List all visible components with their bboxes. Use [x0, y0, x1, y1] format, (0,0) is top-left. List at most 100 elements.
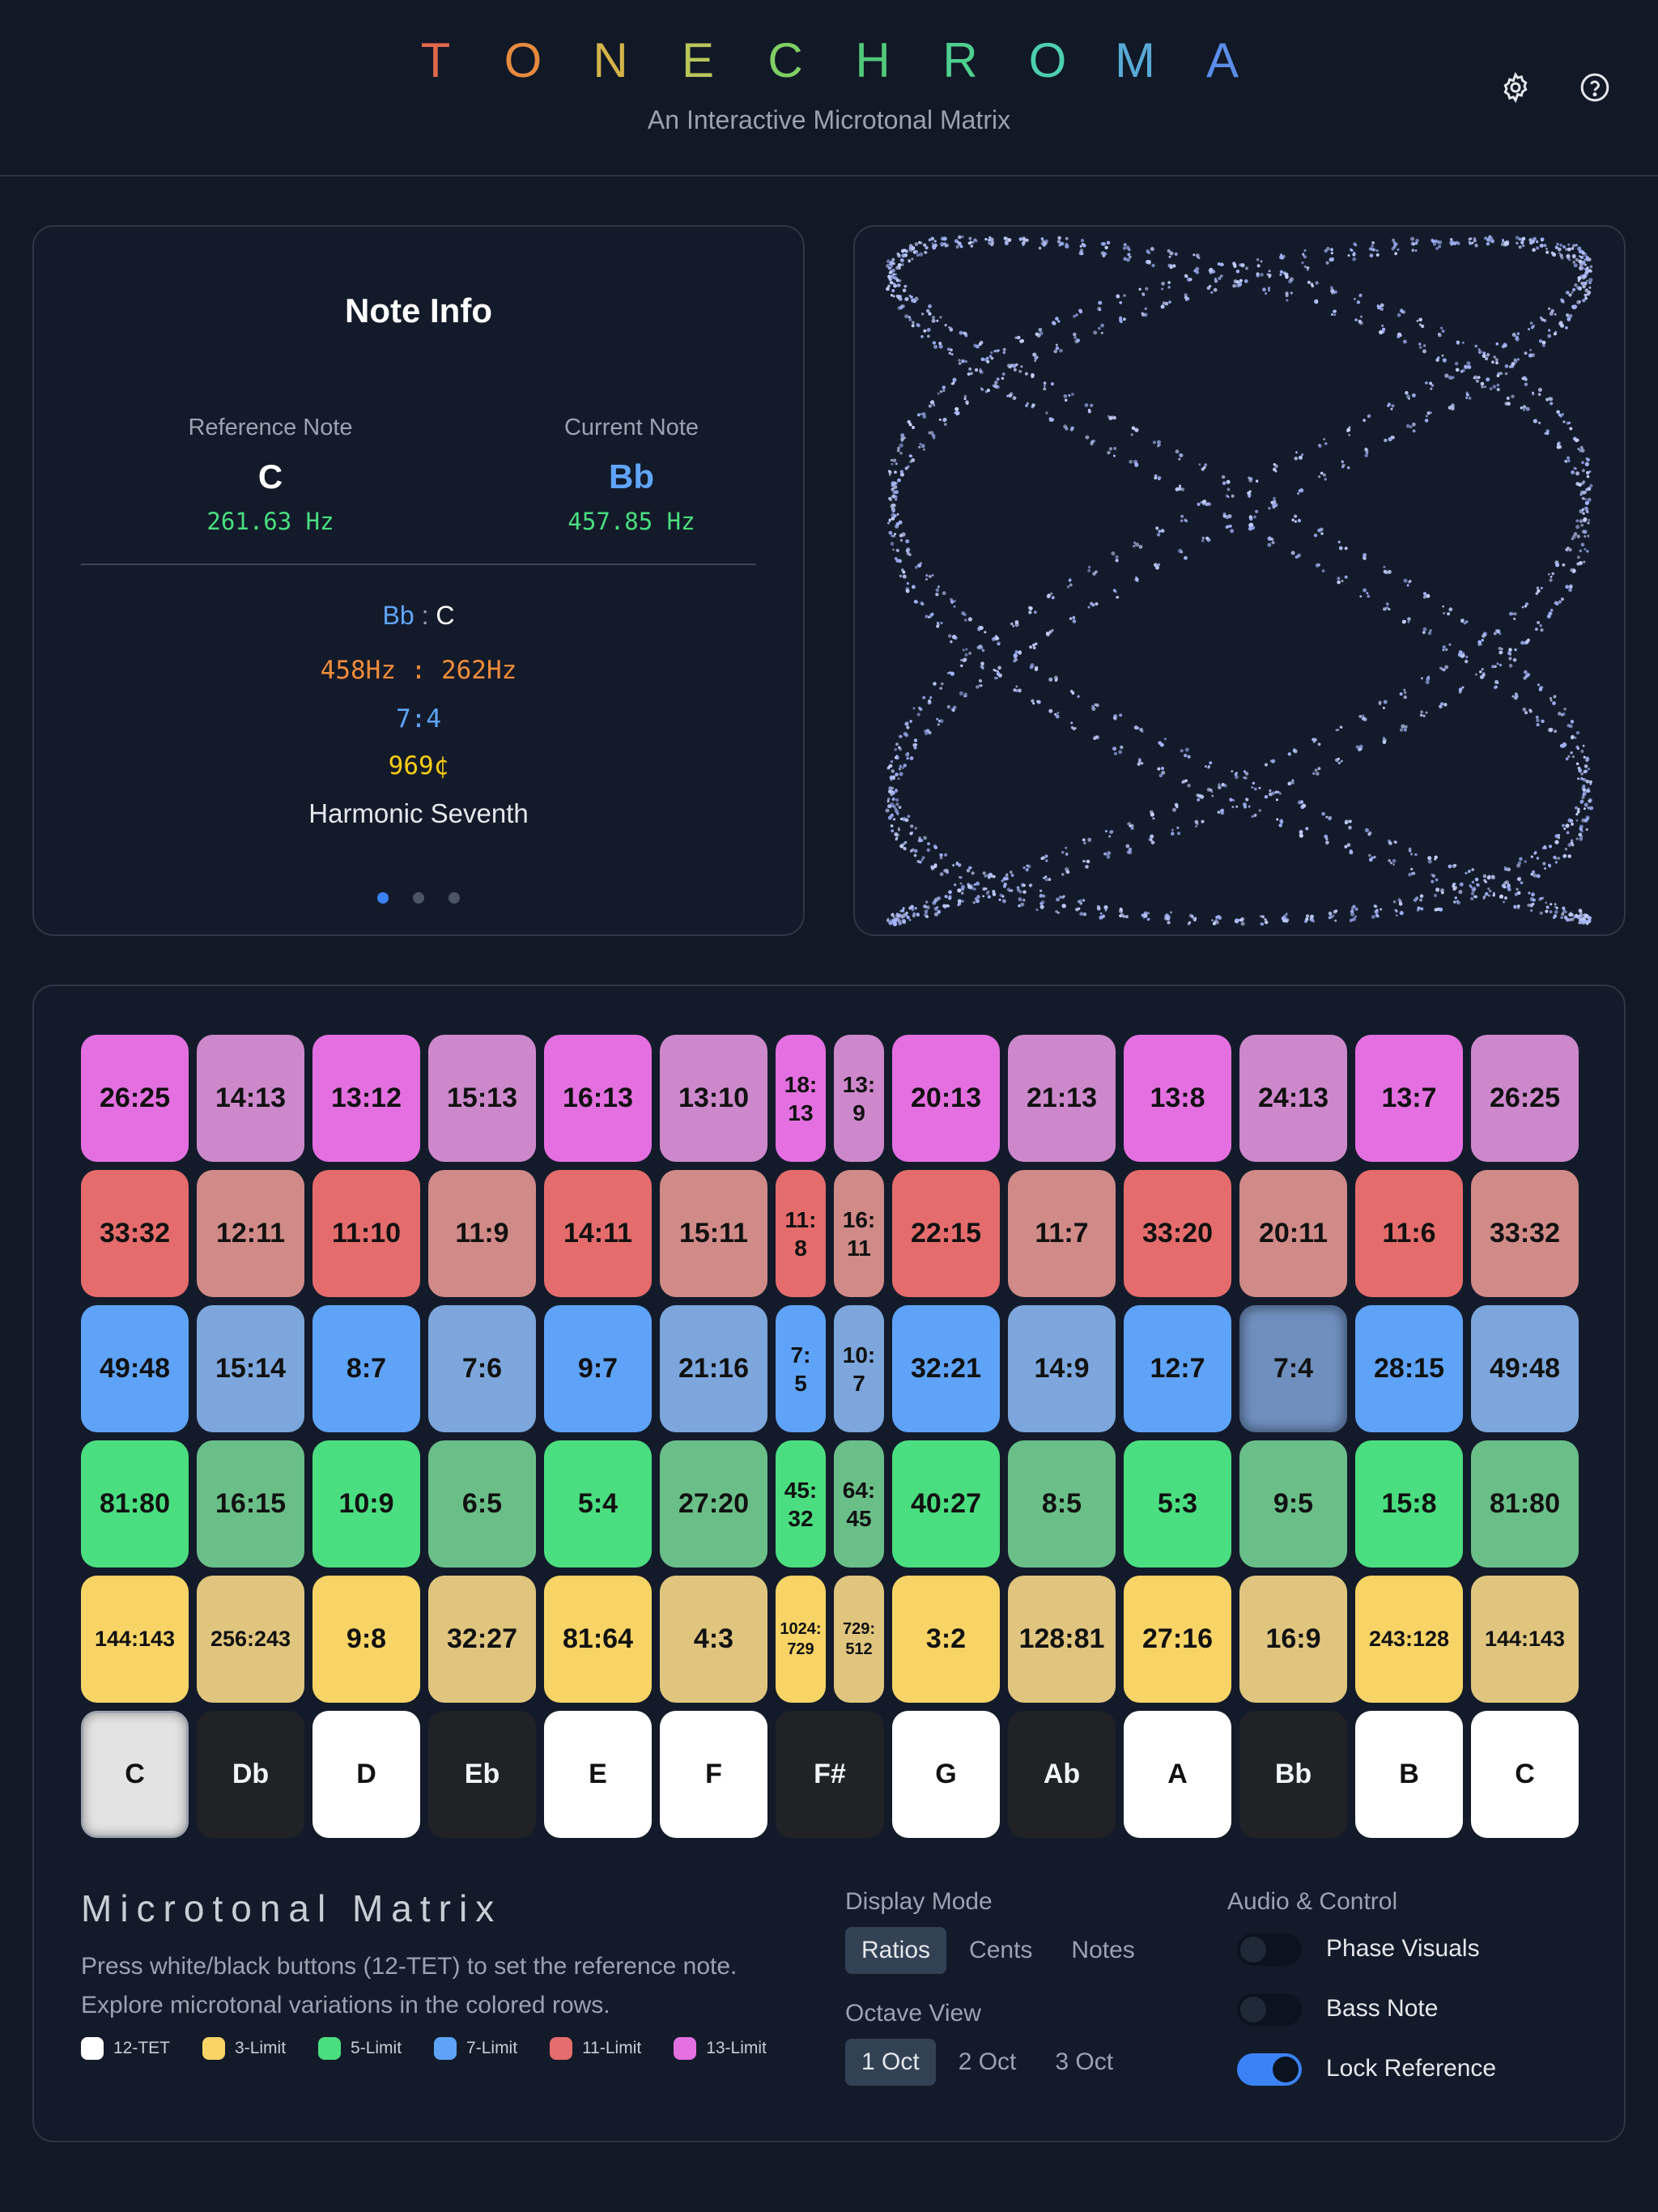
key-ab[interactable]: Ab: [1008, 1711, 1116, 1838]
octave-3-oct[interactable]: 3 Oct: [1055, 2048, 1114, 2075]
ratio-cell[interactable]: 9:7: [544, 1305, 652, 1432]
ratio-cell[interactable]: 11:9: [428, 1170, 536, 1297]
ratio-cell[interactable]: 81:80: [1471, 1440, 1579, 1568]
display-mode-notes[interactable]: Notes: [1071, 1937, 1135, 1963]
ratio-cell[interactable]: 11:10: [312, 1170, 420, 1297]
ratio-cell[interactable]: 45: 32: [776, 1440, 826, 1568]
ratio-cell[interactable]: 13:8: [1124, 1035, 1231, 1162]
ratio-cell[interactable]: 7: 5: [776, 1305, 826, 1432]
key-d[interactable]: D: [312, 1711, 420, 1838]
page-dot[interactable]: [413, 892, 424, 904]
page-dot[interactable]: [449, 892, 460, 904]
bass-note-toggle[interactable]: [1237, 1993, 1302, 2026]
ratio-cell[interactable]: 33:32: [81, 1170, 189, 1297]
key-db[interactable]: Db: [197, 1711, 304, 1838]
ratio-cell[interactable]: 144:143: [1471, 1576, 1579, 1703]
ratio-cell[interactable]: 33:32: [1471, 1170, 1579, 1297]
ratio-cell[interactable]: 16: 11: [834, 1170, 884, 1297]
display-mode-ratios[interactable]: Ratios: [845, 1927, 947, 1974]
ratio-cell[interactable]: 40:27: [892, 1440, 1000, 1568]
ratio-cell[interactable]: 64: 45: [834, 1440, 884, 1568]
ratio-cell[interactable]: 13:12: [312, 1035, 420, 1162]
ratio-cell[interactable]: 13:10: [660, 1035, 767, 1162]
ratio-cell[interactable]: 9:8: [312, 1576, 420, 1703]
ratio-cell[interactable]: 243:128: [1355, 1576, 1463, 1703]
ratio-cell[interactable]: 49:48: [1471, 1305, 1579, 1432]
ratio-cell[interactable]: 8:5: [1008, 1440, 1116, 1568]
ratio-cell[interactable]: 32:27: [428, 1576, 536, 1703]
octave-2-oct[interactable]: 2 Oct: [958, 2048, 1017, 2075]
page-dot[interactable]: [377, 892, 389, 904]
ratio-cell[interactable]: 18: 13: [776, 1035, 826, 1162]
ratio-cell[interactable]: 14:13: [197, 1035, 304, 1162]
ratio-cell[interactable]: 7:4: [1239, 1305, 1347, 1432]
ratio-cell[interactable]: 16:13: [544, 1035, 652, 1162]
ratio-cell[interactable]: 11: 8: [776, 1170, 826, 1297]
ratio-cell[interactable]: 28:15: [1355, 1305, 1463, 1432]
key-e[interactable]: E: [544, 1711, 652, 1838]
key-a[interactable]: A: [1124, 1711, 1231, 1838]
ratio-cell[interactable]: 33:20: [1124, 1170, 1231, 1297]
ratio-cell[interactable]: 27:20: [660, 1440, 767, 1568]
ratio-cell[interactable]: 8:7: [312, 1305, 420, 1432]
toggle-label: Lock Reference: [1326, 2055, 1497, 2082]
key-g[interactable]: G: [892, 1711, 1000, 1838]
ratio-cell[interactable]: 13: 9: [834, 1035, 884, 1162]
octave-view-selector: 1 Oct 2 Oct 3 Oct: [845, 2039, 1136, 2086]
ratio-cell[interactable]: 10:9: [312, 1440, 420, 1568]
ratio-cell[interactable]: 729: 512: [834, 1576, 884, 1703]
ratio-cell[interactable]: 7:6: [428, 1305, 536, 1432]
ratio-cell[interactable]: 81:80: [81, 1440, 189, 1568]
ratio-cell[interactable]: 9:5: [1239, 1440, 1347, 1568]
lock-reference-toggle[interactable]: [1237, 2053, 1302, 2086]
ratio-cell[interactable]: 27:16: [1124, 1576, 1231, 1703]
ratio-cell[interactable]: 3:2: [892, 1576, 1000, 1703]
ratio-cell[interactable]: 5:4: [544, 1440, 652, 1568]
ratio-cell[interactable]: 20:11: [1239, 1170, 1347, 1297]
help-icon[interactable]: [1575, 68, 1614, 107]
ratio-cell[interactable]: 15:11: [660, 1170, 767, 1297]
ratio-cell[interactable]: 13:7: [1355, 1035, 1463, 1162]
key-c[interactable]: C: [1471, 1711, 1579, 1838]
ratio-cell[interactable]: 22:15: [892, 1170, 1000, 1297]
ratio-cell[interactable]: 26:25: [1471, 1035, 1579, 1162]
key-eb[interactable]: Eb: [428, 1711, 536, 1838]
ratio-cell[interactable]: 15:13: [428, 1035, 536, 1162]
ratio-cell[interactable]: 21:16: [660, 1305, 767, 1432]
octave-1-oct[interactable]: 1 Oct: [845, 2039, 936, 2086]
ratio-cell[interactable]: 4:3: [660, 1576, 767, 1703]
ratio-cell[interactable]: 15:14: [197, 1305, 304, 1432]
ratio-cell[interactable]: 1024: 729: [776, 1576, 826, 1703]
ratio-cell[interactable]: 6:5: [428, 1440, 536, 1568]
display-mode-cents[interactable]: Cents: [969, 1937, 1033, 1963]
ratio-cell[interactable]: 12:11: [197, 1170, 304, 1297]
ratio-cell[interactable]: 128:81: [1008, 1576, 1116, 1703]
ratio-cell[interactable]: 5:3: [1124, 1440, 1231, 1568]
ratio-cell[interactable]: 20:13: [892, 1035, 1000, 1162]
ratio-cell[interactable]: 81:64: [544, 1576, 652, 1703]
legend-swatch: [318, 2037, 342, 2060]
phase-visuals-toggle[interactable]: [1237, 1933, 1302, 1966]
ratio-cell[interactable]: 32:21: [892, 1305, 1000, 1432]
ratio-cell[interactable]: 16:15: [197, 1440, 304, 1568]
key-b[interactable]: B: [1355, 1711, 1463, 1838]
ratio-cell[interactable]: 11:7: [1008, 1170, 1116, 1297]
key-f[interactable]: F: [660, 1711, 767, 1838]
key-c[interactable]: C: [81, 1711, 189, 1838]
ratio-cell[interactable]: 49:48: [81, 1305, 189, 1432]
ratio-cell[interactable]: 21:13: [1008, 1035, 1116, 1162]
ratio-cell[interactable]: 16:9: [1239, 1576, 1347, 1703]
ratio-cell[interactable]: 15:8: [1355, 1440, 1463, 1568]
gear-icon[interactable]: [1496, 68, 1535, 107]
ratio-cell[interactable]: 144:143: [81, 1576, 189, 1703]
ratio-cell[interactable]: 11:6: [1355, 1170, 1463, 1297]
ratio-cell[interactable]: 26:25: [81, 1035, 189, 1162]
ratio-cell[interactable]: 14:9: [1008, 1305, 1116, 1432]
ratio-cell[interactable]: 12:7: [1124, 1305, 1231, 1432]
ratio-cell[interactable]: 14:11: [544, 1170, 652, 1297]
ratio-cell[interactable]: 256:243: [197, 1576, 304, 1703]
ratio-cell[interactable]: 10: 7: [834, 1305, 884, 1432]
key-f-sharp[interactable]: F#: [776, 1711, 884, 1838]
key-bb[interactable]: Bb: [1239, 1711, 1347, 1838]
ratio-cell[interactable]: 24:13: [1239, 1035, 1347, 1162]
